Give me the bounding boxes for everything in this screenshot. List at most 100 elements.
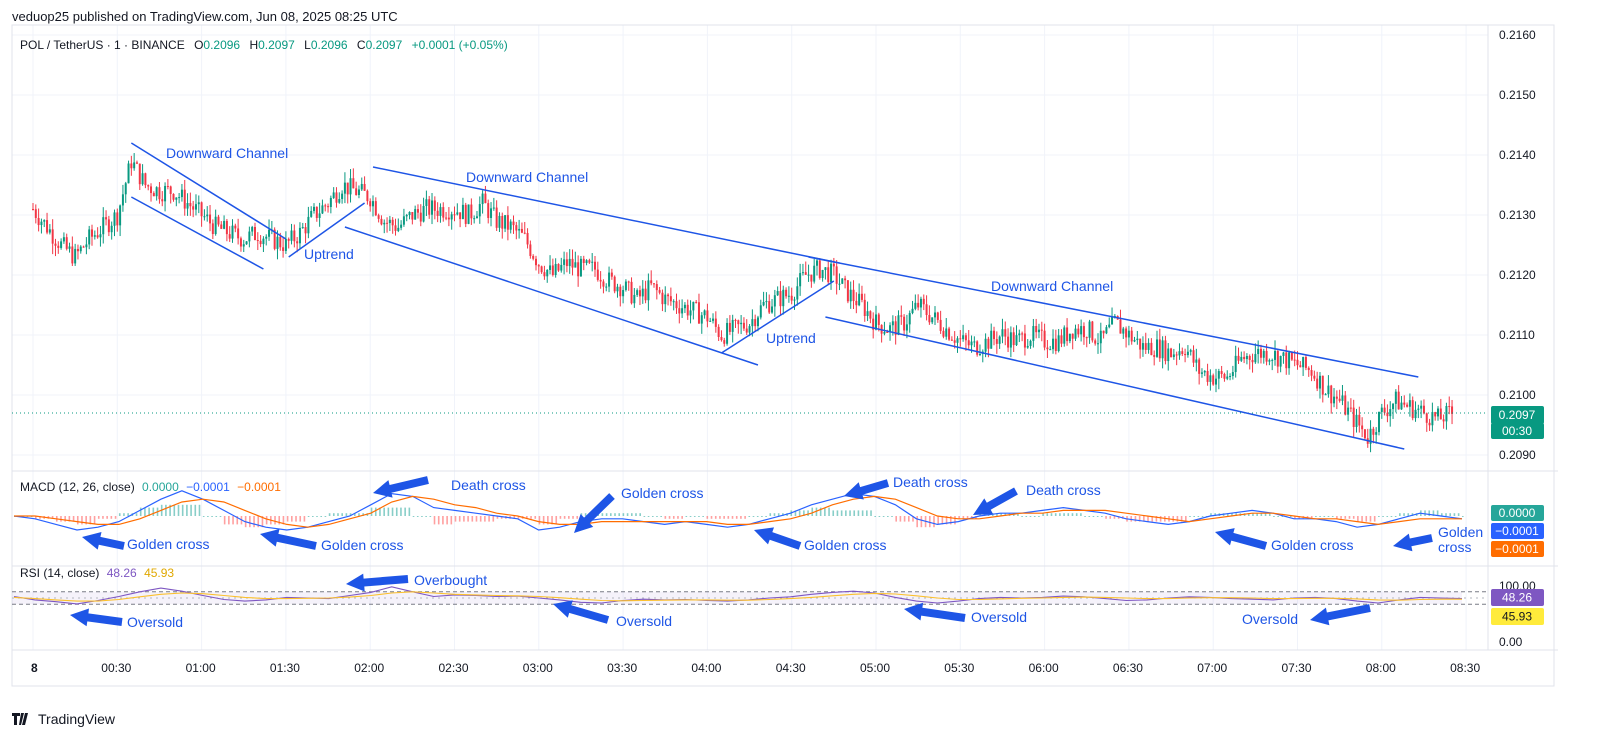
macd-hist-tag-text: 0.0000 [1499,506,1536,520]
macd-annotation: Golden cross [804,537,886,553]
candle-body [40,221,43,226]
macd-histogram-bar [492,516,495,522]
macd-signal-tag: −0.0001 [1491,541,1544,557]
candle-body [768,301,771,313]
candle-body [1037,329,1040,333]
macd-histogram-bar [1436,510,1439,516]
macd-histogram-bar [89,516,92,525]
candle-body [1437,408,1439,417]
candle-body [852,289,855,301]
candle-body [464,204,467,224]
candle-body [1021,333,1024,335]
candle-body [1007,336,1010,348]
candle-body [728,322,731,332]
trend-lines[interactable] [130,142,1419,450]
macd-histogram-bar [635,513,637,516]
macd-histogram-bar [861,510,864,516]
trend-line[interactable] [721,280,835,354]
candle-body [1400,402,1403,410]
macd-histogram-bar [1101,516,1103,517]
trend-line[interactable] [825,316,1405,450]
candle-body [945,328,948,337]
macd-annotation: Golden cross [321,537,403,553]
macd-histogram-bar [110,516,113,519]
candle-body [1411,400,1414,419]
candle-body [74,248,77,264]
macd-histogram-bar [215,516,218,517]
macd-histogram-bar [408,507,411,516]
macd-histogram-bar [672,516,675,519]
rsi-annotation: Oversold [616,613,672,629]
candle-body [630,281,633,304]
trend-line[interactable] [808,256,1419,378]
candle-body [1063,327,1066,344]
candle-body [1293,359,1296,361]
candle-body [543,272,546,277]
candle-body [76,248,79,252]
candle-body [627,281,630,283]
macd-histogram-bar [1004,513,1007,516]
macd-histogram-bar [1298,516,1300,519]
candle-body [1141,343,1144,350]
arrow-icon [904,602,966,622]
macd-histogram-bar [878,516,881,517]
candle-body [1268,360,1271,362]
time-tick-label: 07:00 [1197,661,1227,675]
rsi-title[interactable]: RSI (14, close) [20,566,100,580]
arrow-icon [1215,528,1268,550]
macd-histogram-bar [1071,513,1074,516]
arrow-icon [1393,533,1433,552]
candle-body [726,322,729,344]
trend-line[interactable] [130,142,287,240]
trend-line[interactable] [288,202,366,258]
time-tick-label: 02:00 [354,661,384,675]
candle-body [43,220,46,222]
macd-histogram-bar [1399,513,1401,516]
macd-histogram-bar [601,513,604,516]
candle-body [1448,406,1451,408]
macd-histogram-bar [891,516,893,517]
candle-body [1012,332,1015,346]
macd-histogram-bar [1033,516,1036,517]
candle-body [310,210,313,217]
trend-line[interactable] [130,196,264,270]
trend-line[interactable] [344,226,759,366]
macd-hist-value: 0.0000 [142,480,179,494]
macd-histogram-bar [1151,516,1154,522]
macd-histogram-bar [555,516,558,525]
candle-body [419,212,422,222]
macd-histogram-bar [232,516,234,525]
macd-histogram-bar [1462,516,1464,517]
candle-body [903,316,906,331]
candle-body [155,187,158,197]
candle-body [1015,335,1018,346]
candle-body [1125,328,1128,338]
candle-body [1271,359,1274,361]
macd-histogram-bar [1138,516,1141,522]
trend-line[interactable] [372,166,840,264]
tradingview-footer[interactable]: TradingView [12,711,115,727]
candle-body [830,263,833,283]
candle-body [1184,353,1187,356]
arrow-icon [70,608,123,627]
candle-body [1057,335,1060,352]
candle-body [1200,372,1203,374]
time-axis[interactable]: 8 00:30 01:00 01:30 02:00 02:30 03:00 03:30 04:0… [31,661,1480,675]
candle-body [234,225,237,229]
macd-histogram-bar [282,516,285,525]
macd-histogram-bar [295,516,297,522]
candle-body [683,304,686,309]
macd-histogram-bar [173,504,176,516]
candle-body [1431,412,1434,426]
candle-body [1001,329,1004,337]
macd-histogram-bar [752,516,755,517]
symbol-label[interactable]: POL / TetherUS · 1 · BINANCE [20,38,185,52]
time-tick-label: 07:30 [1282,661,1312,675]
macd-histogram-bar [769,513,772,516]
macd-title[interactable]: MACD (12, 26, close) [20,480,135,494]
candle-body [883,331,886,334]
candle-body [1181,351,1184,354]
macd-histogram-bar [475,516,478,522]
candle-body [1417,408,1420,410]
